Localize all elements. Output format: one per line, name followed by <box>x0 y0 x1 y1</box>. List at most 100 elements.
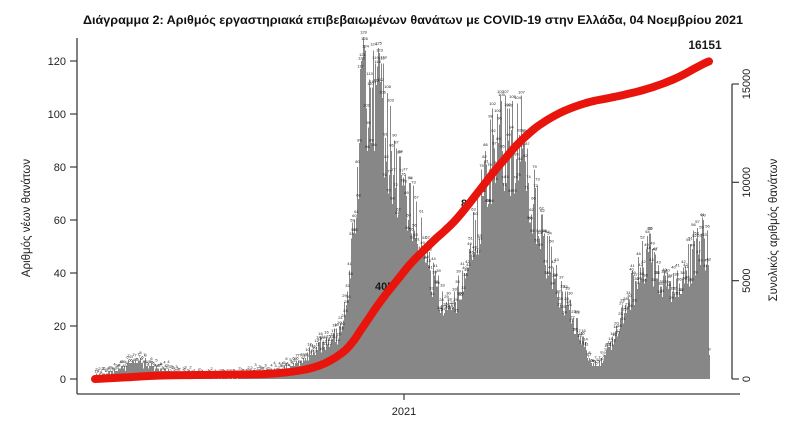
bar <box>667 273 668 379</box>
bar-value-label: 8 <box>304 352 307 357</box>
bar-value-label: 8 <box>600 350 603 355</box>
bar-value-label: 2 <box>174 368 177 373</box>
bar <box>441 304 442 379</box>
bar <box>670 280 671 379</box>
bar <box>436 286 437 380</box>
bar-value-label: 19 <box>332 322 337 327</box>
bar-value-label: 5 <box>293 358 296 363</box>
bar <box>377 66 378 380</box>
bar <box>360 68 361 380</box>
bar-value-label: 2 <box>198 366 201 371</box>
bar-value-label: 13 <box>335 337 340 342</box>
bar-value-label: 6 <box>136 356 139 361</box>
bar-value-label: 15 <box>577 333 582 338</box>
bar-value-label: 69 <box>508 188 513 193</box>
bar-value-label: 30 <box>568 291 573 296</box>
bar <box>625 304 626 379</box>
bar-value-label: 3 <box>114 366 117 371</box>
bar-value-label: 16 <box>615 329 620 334</box>
bar-value-label: 16 <box>318 331 323 336</box>
bar-value-label: 2 <box>242 368 245 373</box>
bar <box>432 296 433 379</box>
bar <box>591 363 592 379</box>
bar <box>640 267 641 379</box>
bar <box>509 108 510 379</box>
bar-value-label: 6 <box>150 356 153 361</box>
x-axis-tick-label: 2021 <box>392 406 416 418</box>
bar <box>503 182 504 379</box>
bar <box>641 278 642 379</box>
bar <box>664 273 665 379</box>
bar-value-label: 7 <box>131 354 134 359</box>
bar <box>507 108 508 379</box>
bar-value-label: 7 <box>307 353 310 358</box>
bar <box>347 291 348 379</box>
bar-value-label: 72 <box>393 182 398 187</box>
bar-value-label: 61 <box>354 209 359 214</box>
bar <box>705 270 706 379</box>
bar <box>688 243 689 379</box>
right-axis-title: Συνολικός αριθμός θανάτων <box>768 158 780 301</box>
bar <box>669 280 670 379</box>
bar-value-label: 29 <box>453 297 458 302</box>
bar <box>706 265 707 379</box>
bar-value-label: 12 <box>307 341 312 346</box>
bar-value-label: 9 <box>311 347 314 352</box>
bar <box>560 304 561 379</box>
bar-value-label: 7 <box>587 354 590 359</box>
bar-value-label: 48 <box>652 247 657 252</box>
bar-value-label: 11 <box>309 343 314 348</box>
bar <box>709 355 710 379</box>
bar-value-label: 39 <box>436 268 441 273</box>
bar-value-label: 15 <box>326 333 331 338</box>
bar <box>673 273 674 379</box>
bar <box>577 318 578 379</box>
bar <box>523 135 524 379</box>
bar-value-label: 52 <box>692 233 697 238</box>
bar-value-label: 1 <box>99 370 102 375</box>
bar <box>613 344 614 379</box>
bar-value-label: 104 <box>514 95 521 100</box>
bar <box>469 249 470 379</box>
bar <box>382 98 383 379</box>
bar <box>421 217 422 379</box>
bar-value-label: 67 <box>414 194 419 199</box>
bar <box>558 294 559 379</box>
bar-value-label: 8 <box>588 350 591 355</box>
bar <box>513 153 514 380</box>
bar-value-label: 38 <box>680 270 685 275</box>
bar-value-label: 2 <box>219 368 222 373</box>
bar <box>608 347 609 379</box>
bar-value-label: 1 <box>221 368 224 373</box>
bar-value-label: 37 <box>633 272 638 277</box>
bar-value-label: 38 <box>639 271 644 276</box>
bar-value-label: 129 <box>360 29 367 34</box>
bar-value-label: 40 <box>662 267 667 272</box>
bar-value-label: 3 <box>107 365 110 370</box>
bar <box>375 63 376 379</box>
bar-value-label: 74 <box>504 174 509 179</box>
bar <box>602 363 603 379</box>
bar-value-label: 7 <box>143 352 146 357</box>
bar <box>485 151 486 379</box>
bar-value-label: 55 <box>353 227 358 232</box>
bar <box>145 357 146 379</box>
bar-value-label: 4 <box>160 362 163 367</box>
bar-value-label: 26 <box>449 304 454 309</box>
bar-value-label: 42 <box>466 262 471 267</box>
bar-value-label: 2 <box>178 367 181 372</box>
bar <box>409 182 410 379</box>
bar-value-label: 84 <box>397 149 402 154</box>
bar <box>447 310 448 379</box>
bar <box>504 190 505 379</box>
bar-value-label: 2 <box>173 367 176 372</box>
bar-value-label: 36 <box>637 275 642 280</box>
bar-value-label: 84 <box>398 148 403 153</box>
bar <box>675 296 676 379</box>
bar <box>133 360 134 379</box>
bar-value-label: 38 <box>463 272 468 277</box>
bar-value-label: 1 <box>97 368 100 373</box>
bar-value-label: 7 <box>297 353 300 358</box>
bar <box>318 341 319 379</box>
bar <box>679 283 680 379</box>
